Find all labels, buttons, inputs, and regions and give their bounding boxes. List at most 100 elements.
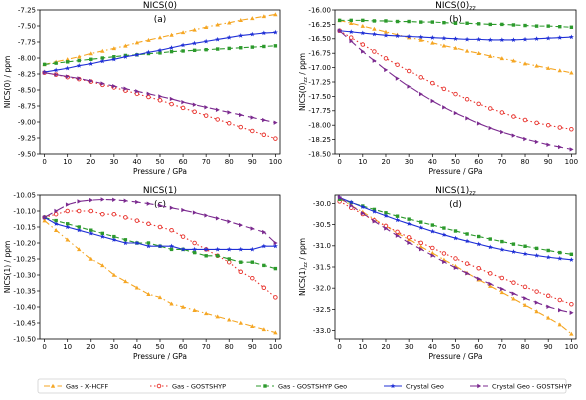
data-point [77, 225, 81, 229]
x-tick-label: 100 [269, 158, 282, 166]
y-axis-label: NICS(1)zz / ppm [298, 238, 309, 296]
data-point [419, 220, 423, 224]
data-point [418, 247, 423, 252]
data-point [169, 49, 174, 54]
data-point [181, 49, 185, 53]
data-point [487, 244, 493, 250]
data-point [134, 218, 140, 223]
y-axis-label: NICS(0)zz / ppm [298, 53, 309, 111]
data-point [261, 14, 267, 19]
data-point [77, 76, 82, 81]
data-point [465, 271, 470, 276]
series-0 [42, 218, 278, 335]
data-point [523, 296, 528, 301]
y-tick-label: -10.20 [13, 239, 36, 247]
data-point [534, 289, 539, 294]
x-tick-label: 20 [86, 343, 95, 351]
data-point [215, 246, 221, 252]
legend-entry: Gas - GOSTSHYP [150, 383, 226, 391]
data-point [272, 29, 278, 35]
data-point [534, 252, 540, 258]
data-point [534, 300, 539, 305]
data-point [169, 247, 174, 252]
data-point [192, 308, 197, 312]
legend-swatch-marker [263, 384, 267, 388]
data-point [361, 211, 366, 216]
data-point [430, 40, 435, 45]
x-tick-label: 20 [86, 158, 95, 166]
series-4 [337, 28, 574, 152]
y-tick-label: -31.5 [313, 263, 331, 271]
data-point [262, 44, 266, 49]
data-point [557, 35, 563, 40]
data-point [383, 56, 389, 61]
y-tick-label: -16.25 [308, 21, 331, 29]
data-point [180, 42, 186, 48]
data-point [476, 51, 481, 55]
data-point [239, 260, 243, 264]
data-point [250, 45, 255, 49]
data-point [453, 235, 458, 241]
data-point [111, 237, 117, 242]
x-tick-label: 60 [474, 343, 483, 351]
x-axis-label: Pressure / GPa [133, 167, 187, 176]
data-point [134, 240, 140, 246]
data-point [558, 308, 562, 313]
data-point [371, 31, 377, 37]
data-point [545, 293, 551, 299]
y-tick-label: -8.25 [18, 70, 36, 78]
data-point [511, 291, 516, 296]
data-point [568, 257, 574, 262]
y-tick-label: -33.0 [313, 327, 331, 335]
data-point [337, 18, 342, 23]
data-point [384, 67, 389, 73]
series-line [44, 220, 276, 334]
data-point [522, 302, 528, 307]
legend-label: Gas - X-HCFF [66, 383, 109, 391]
data-point [123, 238, 128, 242]
panel-label: (d) [449, 200, 462, 210]
x-tick-label: 30 [405, 343, 414, 351]
data-point [442, 259, 447, 265]
data-point [546, 248, 550, 253]
legend-entry: Crystal Geo [384, 383, 444, 391]
data-point [430, 223, 435, 227]
data-point [65, 74, 70, 79]
x-axis-label: Pressure / GPa [429, 352, 483, 361]
y-tick-label: -7.25 [18, 6, 36, 14]
data-point [146, 91, 151, 97]
data-point [522, 284, 528, 290]
data-point [273, 12, 278, 17]
series-1 [337, 28, 574, 132]
data-point [181, 207, 186, 213]
x-tick-label: 0 [42, 158, 46, 166]
data-point [54, 61, 58, 65]
x-tick-label: 50 [451, 158, 460, 166]
data-point [406, 68, 412, 74]
x-tick-label: 100 [269, 343, 282, 351]
data-point [523, 136, 528, 142]
x-tick-label: 20 [382, 343, 391, 351]
x-tick-label: 100 [565, 158, 578, 166]
data-point [453, 36, 458, 41]
data-point [53, 67, 59, 73]
data-point [476, 241, 482, 247]
panel-title: NICS(1)zz [435, 186, 476, 197]
data-point [192, 48, 197, 53]
y-tick-label: -9.50 [18, 150, 36, 158]
x-tick-label: 40 [132, 343, 141, 351]
x-tick-label: 60 [179, 343, 188, 351]
data-point [430, 253, 435, 258]
plot-frame [334, 9, 577, 155]
data-point [534, 246, 539, 251]
data-point [499, 275, 505, 281]
data-point [261, 243, 267, 249]
data-point [464, 97, 470, 102]
data-point [204, 254, 208, 258]
data-point [146, 37, 151, 42]
data-point [53, 228, 59, 232]
data-point [65, 237, 70, 242]
data-point [192, 102, 197, 107]
data-point [227, 317, 232, 322]
data-point [250, 275, 255, 281]
